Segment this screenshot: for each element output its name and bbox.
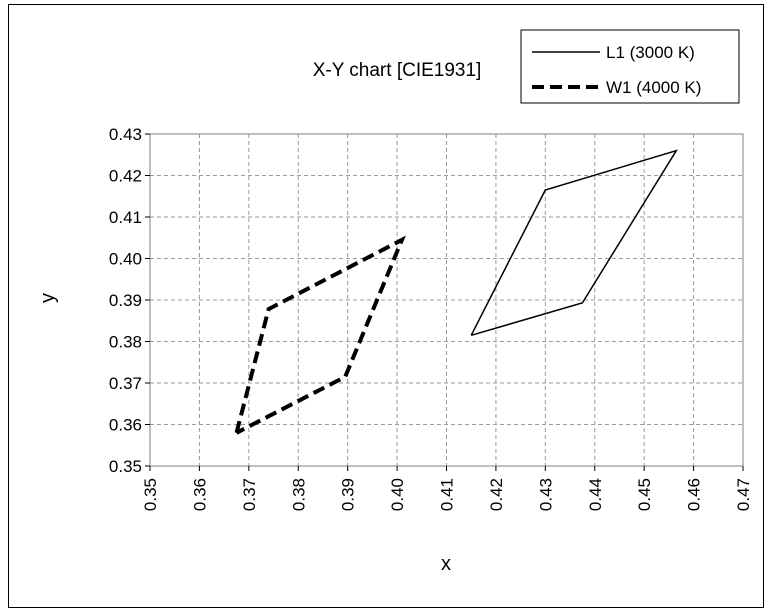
chart-frame — [8, 4, 764, 608]
legend-box — [520, 29, 740, 104]
x-tick-label: 0.45 — [635, 478, 654, 511]
y-axis-label: y — [37, 293, 59, 303]
y-tick-label: 0.41 — [109, 208, 142, 227]
y-tick-label: 0.38 — [109, 333, 142, 352]
x-axis-label: x — [441, 553, 451, 575]
x-tick-label: 0.44 — [586, 478, 605, 511]
x-tick-label: 0.43 — [536, 478, 555, 511]
y-tick-label: 0.35 — [109, 457, 142, 476]
grid-layer — [150, 134, 743, 466]
y-tick-label: 0.43 — [109, 125, 142, 144]
legend-label-l1: L1 (3000 K) — [606, 43, 695, 62]
chart-title: X-Y chart [CIE1931] — [313, 60, 482, 81]
x-tick-label: 0.40 — [388, 478, 407, 511]
x-tick-label: 0.37 — [240, 478, 259, 511]
x-tick-label: 0.39 — [339, 478, 358, 511]
y-tick-label: 0.39 — [109, 291, 142, 310]
legend: L1 (3000 K) W1 (4000 K) — [520, 29, 740, 104]
series-layer — [234, 149, 678, 435]
legend-label-w1: W1 (4000 K) — [606, 78, 701, 97]
y-tick-label: 0.36 — [109, 416, 142, 435]
y-tick-label: 0.40 — [109, 250, 142, 269]
y-tick-label: 0.42 — [109, 167, 142, 186]
x-tick-label: 0.35 — [141, 478, 160, 511]
y-tick-label: 0.37 — [109, 374, 142, 393]
x-tick-label: 0.46 — [685, 478, 704, 511]
series-l1-line — [470, 149, 678, 337]
axis-ticks: 0.35 0.36 0.37 0.38 0.39 0.40 0.41 0.42 0.43 0.44… — [109, 125, 753, 511]
x-tick-label: 0.38 — [289, 478, 308, 511]
x-tick-label: 0.47 — [734, 478, 753, 511]
x-tick-label: 0.36 — [190, 478, 209, 511]
x-tick-label: 0.41 — [438, 478, 457, 511]
x-tick-label: 0.42 — [487, 478, 506, 511]
series-w1-line — [234, 235, 406, 435]
